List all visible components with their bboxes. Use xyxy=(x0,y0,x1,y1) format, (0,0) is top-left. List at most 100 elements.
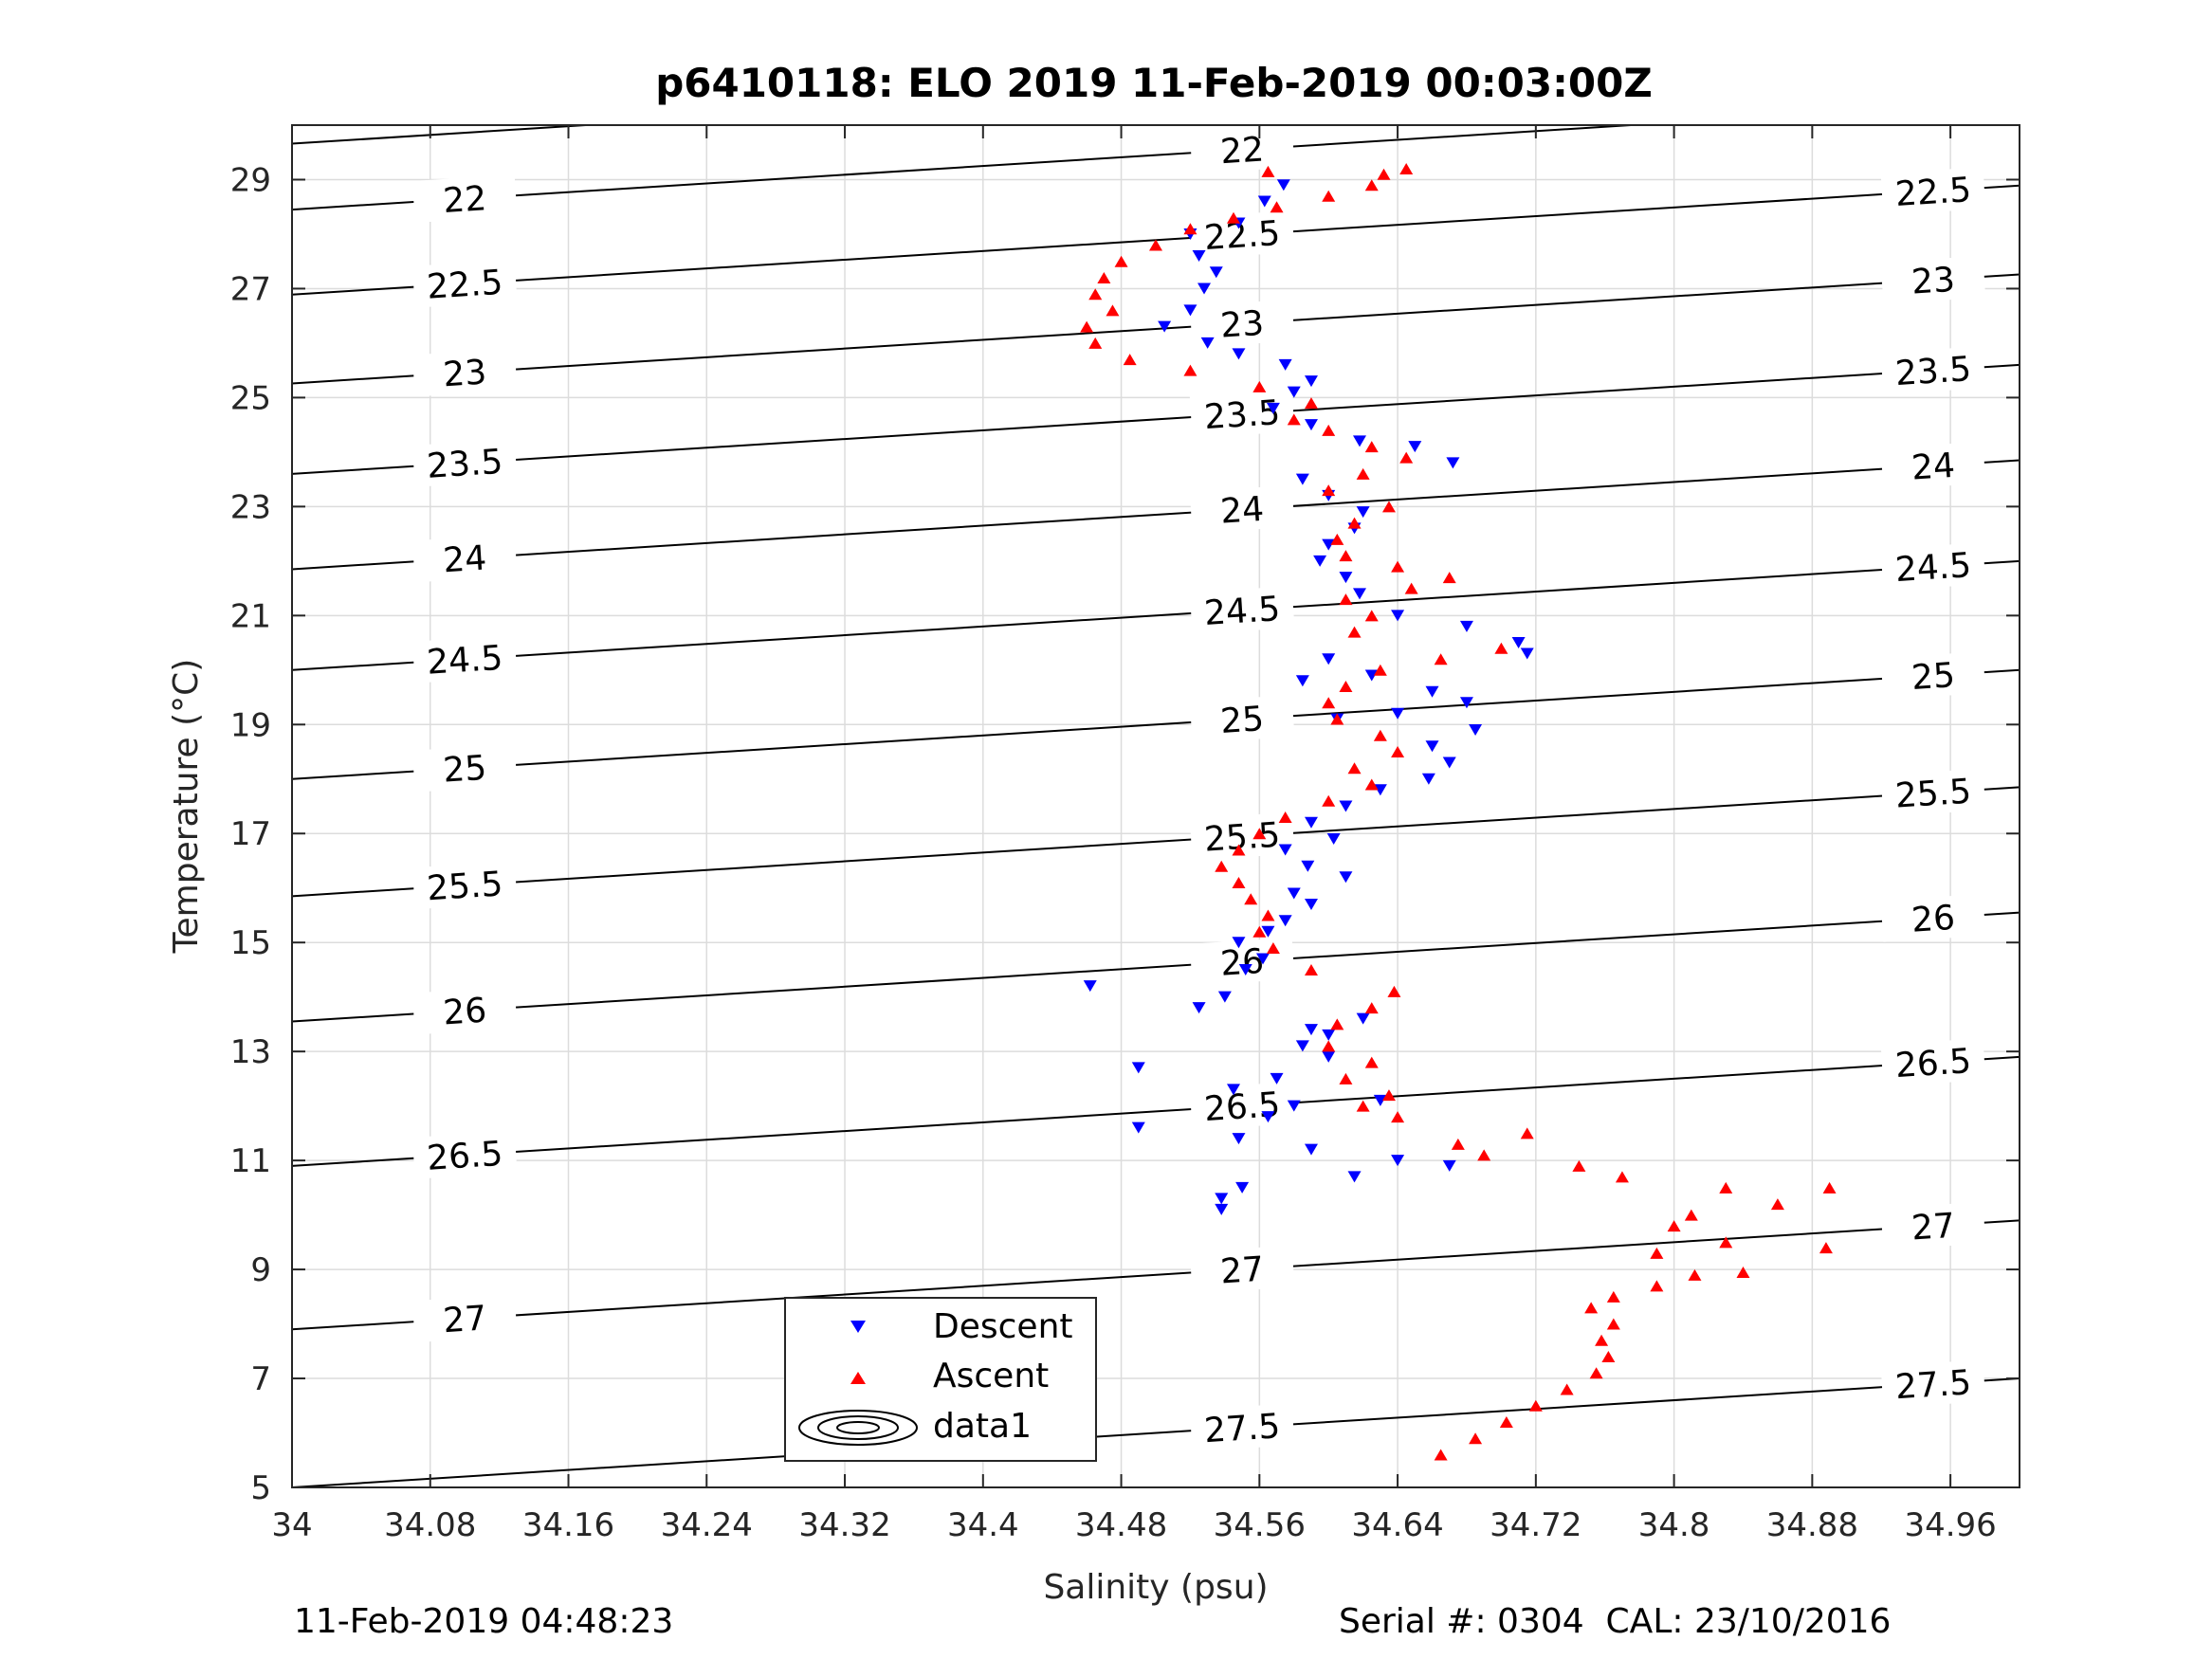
isopycnal-label-bg xyxy=(1880,651,1986,700)
isopycnal-label-bg xyxy=(411,986,518,1035)
isopycnal-label: 22 xyxy=(1219,130,1265,172)
isopycnal-label: 25.5 xyxy=(1894,773,1973,816)
ascent-point xyxy=(1434,653,1448,665)
ascent-point xyxy=(1373,664,1387,676)
descent-point xyxy=(1304,1143,1318,1156)
ascent-point xyxy=(1114,255,1128,267)
ascent-point xyxy=(1391,746,1405,758)
isopycnal-label: 27.5 xyxy=(1894,1363,1973,1407)
isopycnal-label: 22 xyxy=(442,179,487,221)
ascent-point xyxy=(1339,550,1353,562)
ascent-point xyxy=(1667,1220,1681,1232)
descent-point xyxy=(1364,669,1379,682)
ascent-point xyxy=(1391,560,1405,573)
y-tick-label: 29 xyxy=(230,161,271,199)
descent-point xyxy=(1278,844,1292,856)
isopycnal-label-bg xyxy=(1189,484,1295,534)
x-tick-label: 34.8 xyxy=(1638,1506,1710,1544)
x-tick-label: 34.64 xyxy=(1351,1506,1443,1544)
ascent-point xyxy=(1330,533,1344,545)
isopycnal-label-bg xyxy=(1189,210,1295,259)
descent-point xyxy=(1235,1181,1250,1194)
descent-point xyxy=(1200,337,1215,349)
x-tick-label: 34.88 xyxy=(1766,1506,1858,1544)
descent-point xyxy=(1339,572,1353,584)
ascent-point xyxy=(1322,794,1336,807)
ascent-point xyxy=(1520,1127,1534,1139)
isopycnal-line xyxy=(291,1219,2020,1331)
descent-point xyxy=(1356,506,1370,519)
x-axis-ticks: 34 34.08 34.16 34.24 34.32 34.4 34.48 34.56 34.6… xyxy=(271,125,1997,1544)
ascent-point xyxy=(1650,1247,1664,1259)
legend-ascent-marker xyxy=(850,1372,866,1384)
ascent-point xyxy=(1347,517,1362,529)
ascent-point xyxy=(1373,729,1387,741)
ascent-point xyxy=(1183,364,1197,376)
ascent-point xyxy=(1287,413,1301,426)
isopycnal-label: 23.5 xyxy=(426,443,504,486)
descent-point xyxy=(1446,457,1460,469)
descent-point xyxy=(1373,1094,1387,1106)
descent-point xyxy=(1304,898,1318,910)
isopycnal-line xyxy=(291,459,2020,571)
y-axis-label: Temperature (°C) xyxy=(167,659,206,955)
ascent-point xyxy=(1322,484,1336,497)
isopycnal-label-bg xyxy=(411,861,518,910)
descent-point xyxy=(1304,419,1318,431)
ascent-point xyxy=(1106,304,1120,317)
ascent-point xyxy=(1215,860,1229,872)
ascent-point xyxy=(1244,893,1258,905)
descent-point xyxy=(1197,283,1212,295)
x-tick-label: 34.24 xyxy=(661,1506,753,1544)
isopycnal-label-bg xyxy=(411,439,518,487)
descent-point xyxy=(1232,937,1246,949)
descent-point xyxy=(1183,304,1197,317)
isopycnal-label: 27 xyxy=(1910,1207,1956,1249)
ascent-point xyxy=(1434,1449,1448,1461)
ascent-point xyxy=(1322,424,1336,436)
data-points xyxy=(1080,162,1837,1461)
isopycnal-label-bg xyxy=(411,1131,518,1179)
isopycnal-label: 25 xyxy=(442,749,487,791)
descent-point xyxy=(1326,832,1341,845)
isopycnal-label-bg xyxy=(411,1294,518,1343)
ascent-point xyxy=(1330,1018,1344,1030)
ascent-point xyxy=(1364,1056,1379,1068)
descent-point xyxy=(1295,1040,1309,1052)
isopycnal-label-bg xyxy=(1189,390,1295,439)
isopycnal-label-bg xyxy=(1880,893,1986,942)
ascent-point xyxy=(1339,593,1353,606)
isopycnal-label: 26.5 xyxy=(1203,1085,1282,1129)
ascent-point xyxy=(1123,354,1137,366)
ascent-point xyxy=(1615,1171,1629,1183)
descent-point xyxy=(1459,620,1473,632)
ascent-point xyxy=(1499,1416,1513,1429)
ascent-point xyxy=(1252,380,1267,392)
isopycnal-label-bg xyxy=(1880,768,1986,817)
isopycnal-label: 23 xyxy=(1910,261,1956,302)
isopycnal-label-bg xyxy=(411,348,518,397)
descent-point xyxy=(1287,1100,1301,1112)
plot-area-frame xyxy=(291,124,2020,1488)
isopycnal-label: 26.5 xyxy=(426,1135,504,1178)
isopycnal-label: 24 xyxy=(1219,490,1265,532)
isopycnal-label-bg xyxy=(411,174,518,223)
descent-point xyxy=(1192,249,1206,262)
isopycnal-label: 25 xyxy=(1219,700,1265,741)
descent-point xyxy=(1322,653,1336,665)
footer-serial-cal: Serial #: 0304 CAL: 23/10/2016 xyxy=(1339,1602,1892,1641)
isopycnal-label-bg xyxy=(1880,167,1986,215)
isopycnal-label-bg xyxy=(1189,695,1295,743)
ascent-point xyxy=(1584,1302,1599,1314)
descent-point xyxy=(1304,1024,1318,1036)
descent-point xyxy=(1232,1133,1246,1145)
isopycnal-label: 24.5 xyxy=(426,639,504,683)
isopycnal-label: 26 xyxy=(1910,899,1956,940)
isopycnal-label-bg xyxy=(1189,586,1295,634)
descent-point xyxy=(1322,1050,1336,1063)
isopycnal-line xyxy=(291,559,2020,671)
legend-ascent-label: Ascent xyxy=(933,1357,1049,1395)
x-tick-label: 34.32 xyxy=(798,1506,890,1544)
x-axis-label: Salinity (psu) xyxy=(1043,1568,1268,1607)
ascent-point xyxy=(1232,876,1246,888)
